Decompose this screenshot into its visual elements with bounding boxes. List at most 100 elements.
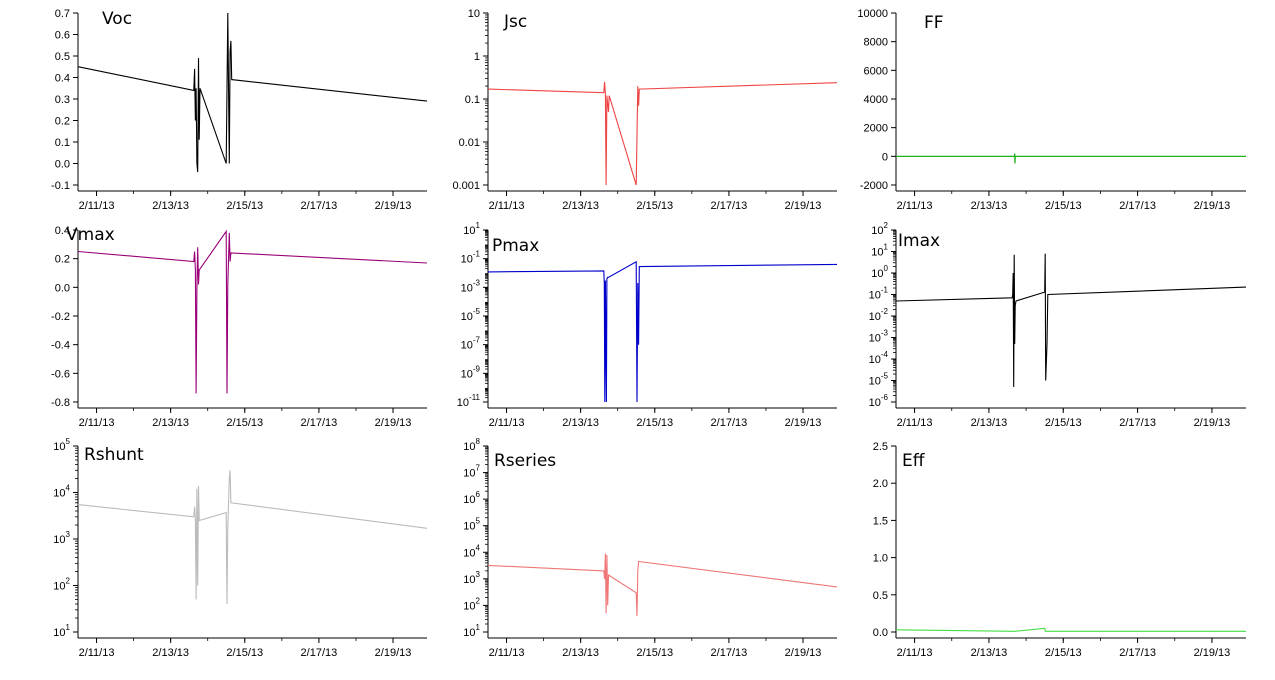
rseries-x-tick-label: 2/19/13 <box>785 647 822 659</box>
imax-x-tick-label: 2/15/13 <box>1045 417 1082 429</box>
voc-series-line <box>77 12 428 173</box>
eff-y-tick-label: 2.0 <box>873 478 888 490</box>
imax-title: Imax <box>898 231 940 251</box>
ff-x-tick-label: 2/17/13 <box>1119 200 1156 212</box>
voc-x-tick-label: 2/11/13 <box>79 200 115 212</box>
pmax-y-tick-label: 10-5 <box>461 307 481 323</box>
rseries-y-tick-label: 105 <box>463 517 480 533</box>
rseries-y-tick-label: 104 <box>463 543 480 559</box>
imax-y-tick-label: 10-6 <box>869 393 889 409</box>
eff-x-tick-label: 2/15/13 <box>1045 647 1082 659</box>
rshunt-y-tick-label: 102 <box>53 577 70 593</box>
vmax-x-tick-label: 2/15/13 <box>226 417 263 429</box>
rseries-title: Rseries <box>494 451 556 471</box>
jsc-y-tick-label: 10 <box>468 8 480 20</box>
eff-panel: 2.5 2.0 1.5 1.0 0.5 0.0 2/11/13 2/13/13 2/15/13 2… <box>873 441 1246 659</box>
jsc-x-tick-label: 2/17/13 <box>711 200 748 212</box>
vmax-y-tick-label: 0.4 <box>55 225 70 237</box>
imax-x-tick-label: 2/13/13 <box>971 417 1008 429</box>
rshunt-y-tick-label: 103 <box>53 530 70 546</box>
vmax-y-tick-label: -0.4 <box>51 340 70 352</box>
ff-panel: 10000 8000 6000 4000 2000 0 -2000 2/11/13 2/13/1… <box>857 8 1246 212</box>
ff-y-tick-label: 4000 <box>864 94 888 106</box>
jsc-y-tick-label: 1 <box>474 51 480 63</box>
ff-x-tick-label: 2/15/13 <box>1045 200 1082 212</box>
eff-x-tick-label: 2/17/13 <box>1119 647 1156 659</box>
jsc-y-tick-label: 0.001 <box>452 180 480 192</box>
pmax-y-tick-label: 10-1 <box>461 250 481 266</box>
ff-y-tick-label: 8000 <box>864 37 888 49</box>
vmax-series-line <box>77 229 428 394</box>
voc-x-tick-label: 2/17/13 <box>301 200 338 212</box>
voc-x-tick-label: 2/15/13 <box>226 200 263 212</box>
imax-y-tick-label: 101 <box>871 243 888 259</box>
voc-y-tick-label: 0.6 <box>55 30 70 42</box>
jsc-title: Jsc <box>503 12 527 32</box>
rshunt-x-tick-label: 2/19/13 <box>375 647 412 659</box>
imax-y-tick-label: 102 <box>871 221 888 237</box>
rseries-x-tick-label: 2/11/13 <box>489 647 525 659</box>
eff-y-tick-label: 1.5 <box>873 515 888 527</box>
jsc-panel: 10 1 0.1 0.01 0.001 2/11/13 2/13/13 2/15/13 2/17… <box>452 8 838 212</box>
eff-x-tick-label: 2/19/13 <box>1194 647 1231 659</box>
eff-series-line <box>895 627 1246 632</box>
imax-x-tick-label: 2/11/13 <box>897 417 933 429</box>
vmax-y-tick-label: -0.6 <box>51 368 70 380</box>
rseries-x-tick-label: 2/13/13 <box>562 647 599 659</box>
pmax-y-tick-label: 10-3 <box>461 278 481 294</box>
rshunt-title: Rshunt <box>84 445 144 465</box>
voc-title: Voc <box>102 9 132 29</box>
rseries-y-tick-label: 102 <box>463 596 480 612</box>
voc-y-tick-label: 0.7 <box>55 8 70 20</box>
jsc-x-tick-label: 2/11/13 <box>489 200 525 212</box>
imax-series-line <box>895 253 1247 388</box>
ff-title: FF <box>924 13 944 33</box>
ff-y-tick-label: -2000 <box>860 180 888 192</box>
pmax-title: Pmax <box>492 236 539 256</box>
rshunt-y-tick-label: 101 <box>53 623 70 639</box>
pmax-series-line <box>487 260 838 403</box>
rshunt-panel: 105 104 103 102 101 2/11/13 2/13/13 2/15/13 2/17… <box>53 437 428 659</box>
rshunt-y-tick-label: 104 <box>53 484 70 500</box>
voc-y-tick-label: 0.1 <box>55 137 70 149</box>
jsc-x-tick-label: 2/19/13 <box>785 200 822 212</box>
imax-y-tick-label: 10-3 <box>869 329 889 345</box>
vmax-title: Vmax <box>66 225 115 245</box>
pmax-y-tick-label: 101 <box>463 221 480 237</box>
voc-y-tick-label: 0.5 <box>55 51 70 63</box>
vmax-x-tick-label: 2/19/13 <box>375 417 412 429</box>
vmax-panel: 0.4 0.2 0.0 -0.2 -0.4 -0.6 -0.8 2/11/13 2/13/13 2… <box>51 225 428 429</box>
voc-y-tick-label: 0.3 <box>55 94 70 106</box>
voc-panel: 0.7 0.6 0.5 0.4 0.3 0.2 0.1 0.0 -0.1 2/11/13 2/13/… <box>51 8 428 212</box>
voc-x-tick-label: 2/19/13 <box>375 200 412 212</box>
voc-y-tick-label: 0.0 <box>55 159 70 171</box>
vmax-y-tick-label: -0.8 <box>51 397 70 409</box>
vmax-x-tick-label: 2/11/13 <box>79 417 115 429</box>
pmax-y-tick-label: 10-7 <box>461 336 481 352</box>
jsc-series-line <box>487 81 838 186</box>
imax-y-tick-label: 10-4 <box>869 350 889 366</box>
pmax-x-tick-label: 2/19/13 <box>785 417 822 429</box>
ff-y-tick-label: 6000 <box>864 65 888 77</box>
voc-x-tick-label: 2/13/13 <box>152 200 189 212</box>
rshunt-series-line <box>77 470 428 605</box>
jsc-x-tick-label: 2/15/13 <box>636 200 673 212</box>
rseries-y-tick-label: 103 <box>463 570 480 586</box>
rshunt-x-tick-label: 2/11/13 <box>79 647 115 659</box>
rseries-y-tick-label: 106 <box>463 490 480 506</box>
ff-x-tick-label: 2/13/13 <box>971 200 1008 212</box>
eff-y-tick-label: 2.5 <box>873 441 888 453</box>
rshunt-x-tick-label: 2/15/13 <box>226 647 263 659</box>
rshunt-x-tick-label: 2/13/13 <box>152 647 189 659</box>
imax-x-tick-label: 2/19/13 <box>1194 417 1231 429</box>
imax-y-tick-label: 10-1 <box>869 286 889 302</box>
voc-y-tick-label: -0.1 <box>51 180 70 192</box>
eff-x-tick-label: 2/11/13 <box>897 647 933 659</box>
pmax-x-tick-label: 2/17/13 <box>711 417 748 429</box>
pmax-x-tick-label: 2/13/13 <box>562 417 599 429</box>
pmax-x-tick-label: 2/15/13 <box>636 417 673 429</box>
vmax-y-tick-label: 0.2 <box>55 254 70 266</box>
rseries-series-line <box>487 553 838 617</box>
vmax-x-tick-label: 2/13/13 <box>152 417 189 429</box>
